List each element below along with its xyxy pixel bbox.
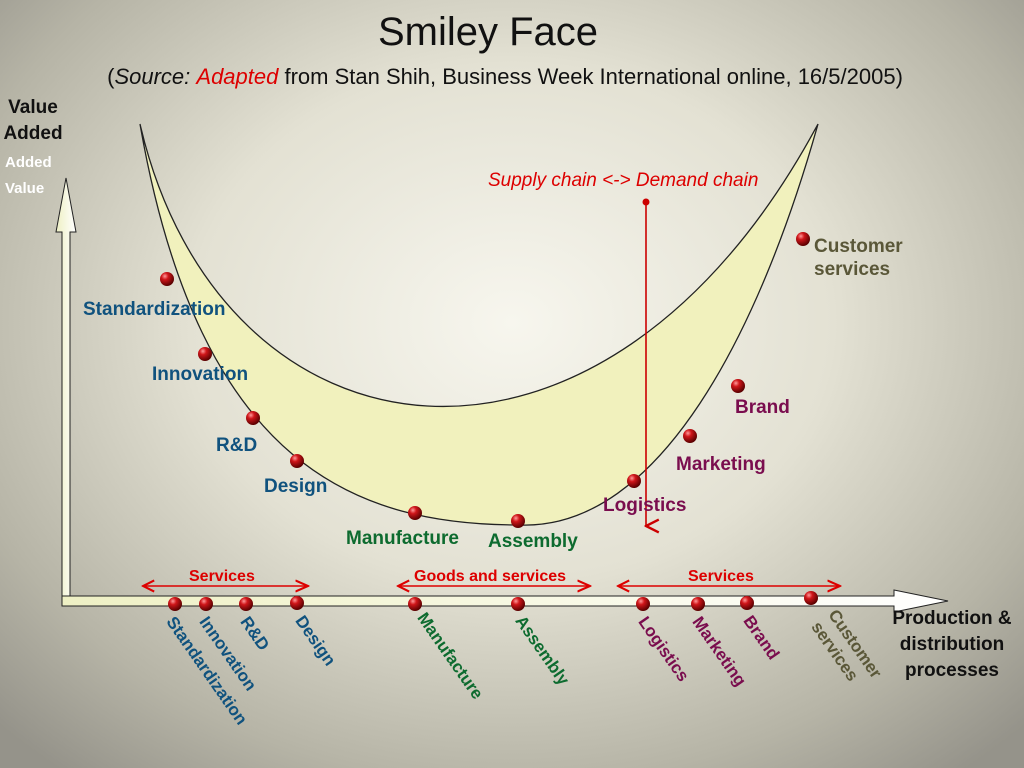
- curve-label-rd: R&D: [216, 435, 258, 456]
- subtitle-source: Source:: [114, 64, 191, 89]
- curve-label-design: Design: [264, 476, 328, 497]
- page-title: Smiley Face: [377, 10, 599, 54]
- y-axis: [55, 177, 77, 607]
- subtitle-open: (: [107, 64, 115, 89]
- curve-label-brand: Brand: [735, 397, 790, 418]
- page-subtitle: (Source: Adapted from Stan Shih, Busines…: [0, 64, 1010, 90]
- smile-crescent: [139, 123, 819, 526]
- subtitle-adapted: Adapted: [196, 64, 279, 89]
- curve-label-assembly: Assembly: [488, 531, 578, 552]
- supply-demand-label: Supply chain <-> Demand chain: [488, 170, 759, 191]
- curve-label-marketing: Marketing: [676, 454, 766, 475]
- curve-label-manufacture: Manufacture: [346, 528, 459, 549]
- x-axis: [61, 589, 949, 613]
- curve-label-standardization: Standardization: [83, 299, 226, 320]
- curve-label-customer-services: Customer services: [814, 236, 903, 280]
- subtitle-rest: from Stan Shih, Business Week Internatio…: [284, 64, 903, 89]
- axis-beads: [168, 591, 818, 611]
- band-label-right: Services: [688, 568, 754, 585]
- x-axis-label: Production & distribution processes: [892, 608, 1012, 681]
- band-label-middle: Goods and services: [414, 568, 567, 585]
- curve-beads: [160, 232, 810, 528]
- y-axis-label: Value Added: [3, 97, 63, 144]
- curve-label-logistics: Logistics: [603, 495, 687, 516]
- y-axis-label-repeat: Added Value: [5, 154, 52, 197]
- curve-label-innovation: Innovation: [152, 364, 249, 385]
- band-label-left: Services: [189, 568, 255, 585]
